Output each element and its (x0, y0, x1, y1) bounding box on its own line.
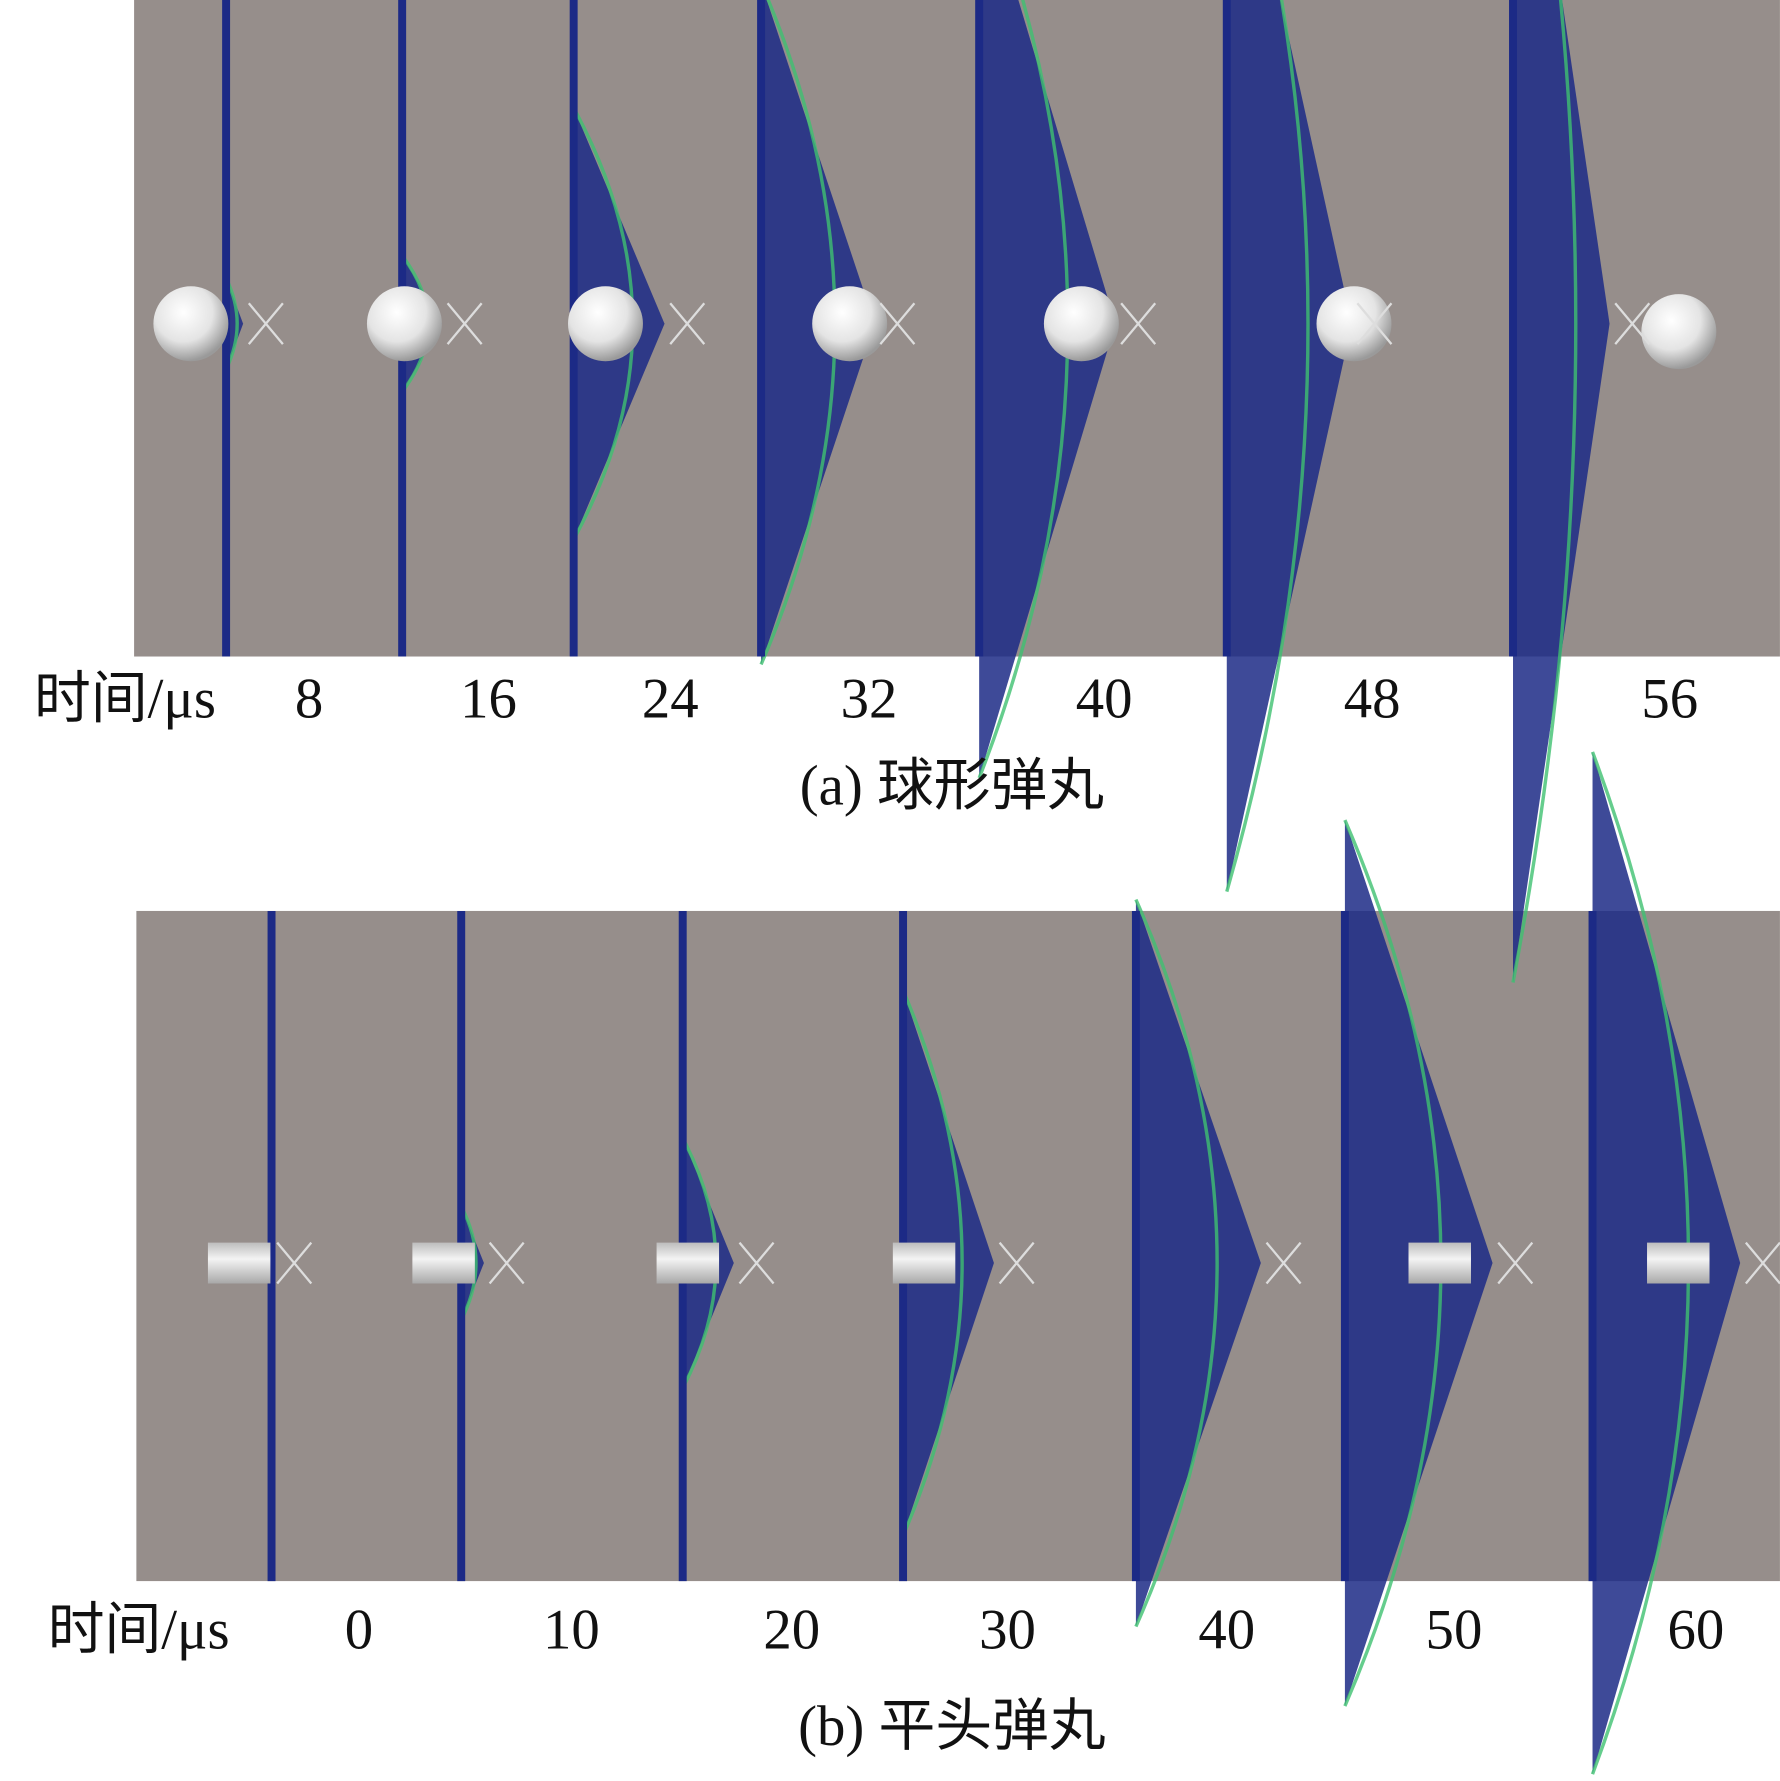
axis-cross (1120, 302, 1157, 345)
time-value: 40 (1198, 1599, 1255, 1662)
time-value: 8 (295, 667, 323, 730)
projectile-sphere (812, 286, 888, 362)
time-value: 40 (1076, 667, 1133, 730)
caption: (b) 平头弹丸 (798, 1695, 1106, 1758)
projectile-sphere (153, 286, 229, 362)
axis-cross (247, 302, 284, 345)
projectile-sphere (1641, 294, 1717, 370)
fabric-edge (224, 277, 239, 370)
frames-a (153, 0, 1717, 983)
fabric-edge (1511, 0, 1578, 983)
time-label: 时间/μs (48, 1599, 230, 1662)
projectile-cylinder (412, 1242, 475, 1284)
projectile-sphere (567, 286, 643, 362)
fabric-edge (1225, 0, 1310, 893)
projectile-cylinder (1408, 1242, 1471, 1284)
time-value: 48 (1344, 667, 1401, 730)
axis-cross (1265, 1241, 1302, 1285)
projectile-sphere (1043, 286, 1119, 362)
axis-cross (1497, 1241, 1534, 1285)
axis-cross (738, 1241, 775, 1285)
deformed-fabric (1513, 0, 1610, 983)
time-value: 20 (763, 1599, 820, 1662)
frames-b (207, 751, 1780, 1775)
projectile-sphere (366, 286, 442, 362)
axis-cross (276, 1241, 313, 1285)
deformed-fabric (979, 0, 1116, 779)
time-value: 10 (543, 1599, 600, 1662)
time-value: 32 (841, 667, 898, 730)
time-value: 16 (460, 667, 517, 730)
deformed-fabric (1226, 0, 1352, 892)
projectile-sphere (1316, 286, 1392, 362)
time-value: 30 (979, 1599, 1036, 1662)
deformed-fabric (226, 278, 244, 370)
caption: (a) 球形弹丸 (800, 755, 1104, 818)
deformed-fabric (1135, 899, 1261, 1627)
time-value: 56 (1641, 667, 1698, 730)
fabric-edge (901, 989, 964, 1537)
projectile-cylinder (656, 1242, 720, 1284)
axis-cross (879, 302, 916, 345)
time-label: 时间/μs (34, 667, 216, 730)
axis-cross (488, 1241, 525, 1285)
time-value: 60 (1667, 1599, 1724, 1662)
axis-cross (1356, 302, 1393, 345)
time-value: 0 (345, 1599, 373, 1662)
time-value: 50 (1426, 1599, 1483, 1662)
projectile-cylinder (892, 1242, 956, 1284)
fabric-edge (1134, 898, 1219, 1628)
time-value: 24 (642, 667, 699, 730)
axis-cross (446, 302, 483, 345)
axis-cross (998, 1241, 1035, 1285)
fabric-edge (459, 1205, 478, 1321)
projectile-cylinder (207, 1242, 271, 1284)
projectile-cylinder (1647, 1242, 1710, 1284)
axis-cross (669, 302, 706, 345)
axis-cross (1744, 1241, 1780, 1285)
axis-cross (1614, 302, 1651, 345)
